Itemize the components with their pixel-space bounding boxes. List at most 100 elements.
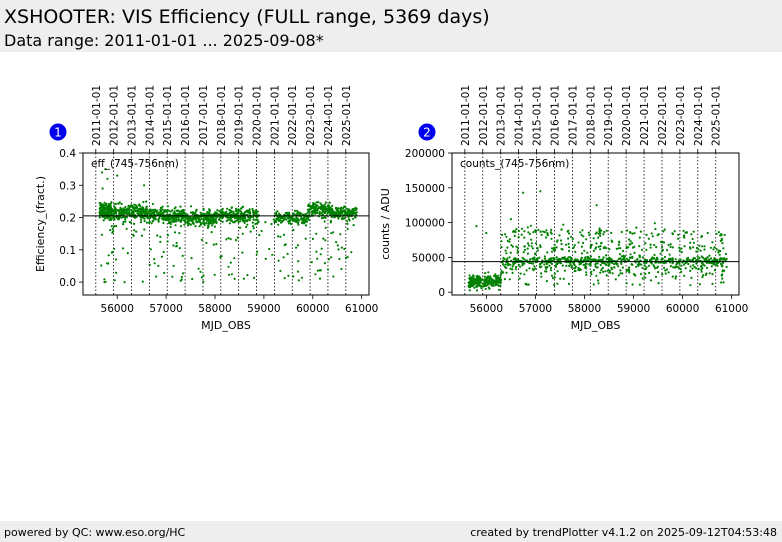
data-point: [321, 211, 324, 214]
data-point: [590, 270, 593, 273]
data-point: [159, 235, 162, 238]
data-point: [321, 205, 324, 208]
data-point: [343, 206, 346, 209]
data-point: [717, 231, 720, 234]
data-point: [514, 230, 517, 233]
data-point: [680, 251, 683, 254]
data-point: [494, 273, 497, 276]
data-point: [215, 243, 218, 246]
data-point: [555, 256, 558, 259]
data-point: [476, 285, 479, 288]
data-point: [181, 211, 184, 214]
data-point: [113, 225, 116, 228]
data-point: [534, 267, 537, 270]
data-point: [208, 220, 211, 223]
data-point: [553, 283, 556, 287]
data-point: [690, 276, 693, 279]
data-point: [304, 237, 307, 240]
data-point: [612, 262, 616, 266]
data-point: [636, 258, 639, 261]
page-title: XSHOOTER: VIS Efficiency (FULL range, 53…: [4, 6, 490, 28]
data-point: [115, 209, 118, 212]
data-point: [682, 259, 685, 262]
data-point: [523, 273, 526, 276]
data-point: [489, 281, 492, 284]
data-point: [664, 272, 667, 275]
data-point: [495, 277, 498, 280]
data-point: [163, 217, 166, 220]
data-point: [338, 212, 341, 215]
data-point: [317, 201, 320, 204]
data-point: [584, 256, 587, 259]
data-point: [576, 258, 579, 261]
data-point: [101, 171, 104, 174]
data-point: [155, 211, 158, 214]
data-point: [141, 208, 144, 211]
data-point: [104, 168, 107, 171]
data-point: [237, 221, 240, 224]
data-point: [333, 211, 336, 215]
data-point: [638, 283, 642, 286]
data-point: [331, 204, 334, 208]
data-point: [326, 212, 329, 215]
data-point: [644, 242, 647, 245]
data-point: [682, 229, 685, 232]
data-point: [138, 204, 142, 208]
data-point: [103, 216, 106, 219]
data-point: [287, 274, 290, 277]
data-point: [567, 246, 571, 249]
data-point: [695, 267, 698, 270]
data-point: [534, 259, 537, 262]
data-point: [515, 245, 518, 248]
data-point: [527, 283, 530, 286]
data-point: [584, 265, 588, 268]
data-point: [568, 249, 571, 252]
data-point: [352, 217, 355, 220]
x-tick-label: 58000: [198, 303, 231, 315]
data-point: [116, 174, 119, 177]
data-point: [621, 258, 625, 261]
data-point: [699, 249, 702, 252]
data-point: [705, 266, 709, 269]
data-point: [602, 233, 605, 236]
data-point: [639, 230, 643, 233]
data-point: [525, 269, 528, 272]
data-point: [598, 227, 601, 230]
data-point: [661, 249, 664, 252]
data-point: [329, 207, 332, 210]
data-range-subtitle: Data range: 2011-01-01 ... 2025-09-08*: [4, 31, 324, 50]
data-point: [559, 239, 563, 242]
data-point: [653, 257, 656, 260]
data-point: [493, 284, 496, 287]
data-point: [296, 221, 299, 224]
data-point: [710, 257, 713, 260]
data-point: [478, 284, 481, 287]
data-point: [680, 264, 683, 267]
data-point: [717, 251, 720, 254]
data-point: [130, 204, 133, 207]
year-tick-label: 2021-01-01: [639, 85, 651, 146]
data-point: [171, 220, 175, 223]
data-point: [101, 187, 104, 190]
data-point: [556, 282, 559, 285]
data-point: [320, 203, 323, 206]
x-tick-label: 59000: [617, 303, 650, 315]
data-point: [511, 271, 514, 274]
data-point: [626, 229, 629, 232]
data-point: [279, 235, 282, 238]
data-point: [706, 231, 709, 235]
data-point: [689, 247, 692, 250]
data-point: [662, 262, 666, 265]
data-point: [567, 242, 570, 245]
data-point: [160, 255, 164, 258]
year-tick-label: 2016-01-01: [549, 85, 561, 146]
data-point: [161, 205, 164, 208]
data-point: [166, 240, 169, 243]
y-tick-label: 100000: [405, 218, 445, 230]
data-point: [545, 236, 548, 239]
data-point: [351, 208, 354, 212]
data-point: [484, 284, 487, 288]
data-point: [143, 217, 146, 220]
data-point: [526, 226, 529, 229]
